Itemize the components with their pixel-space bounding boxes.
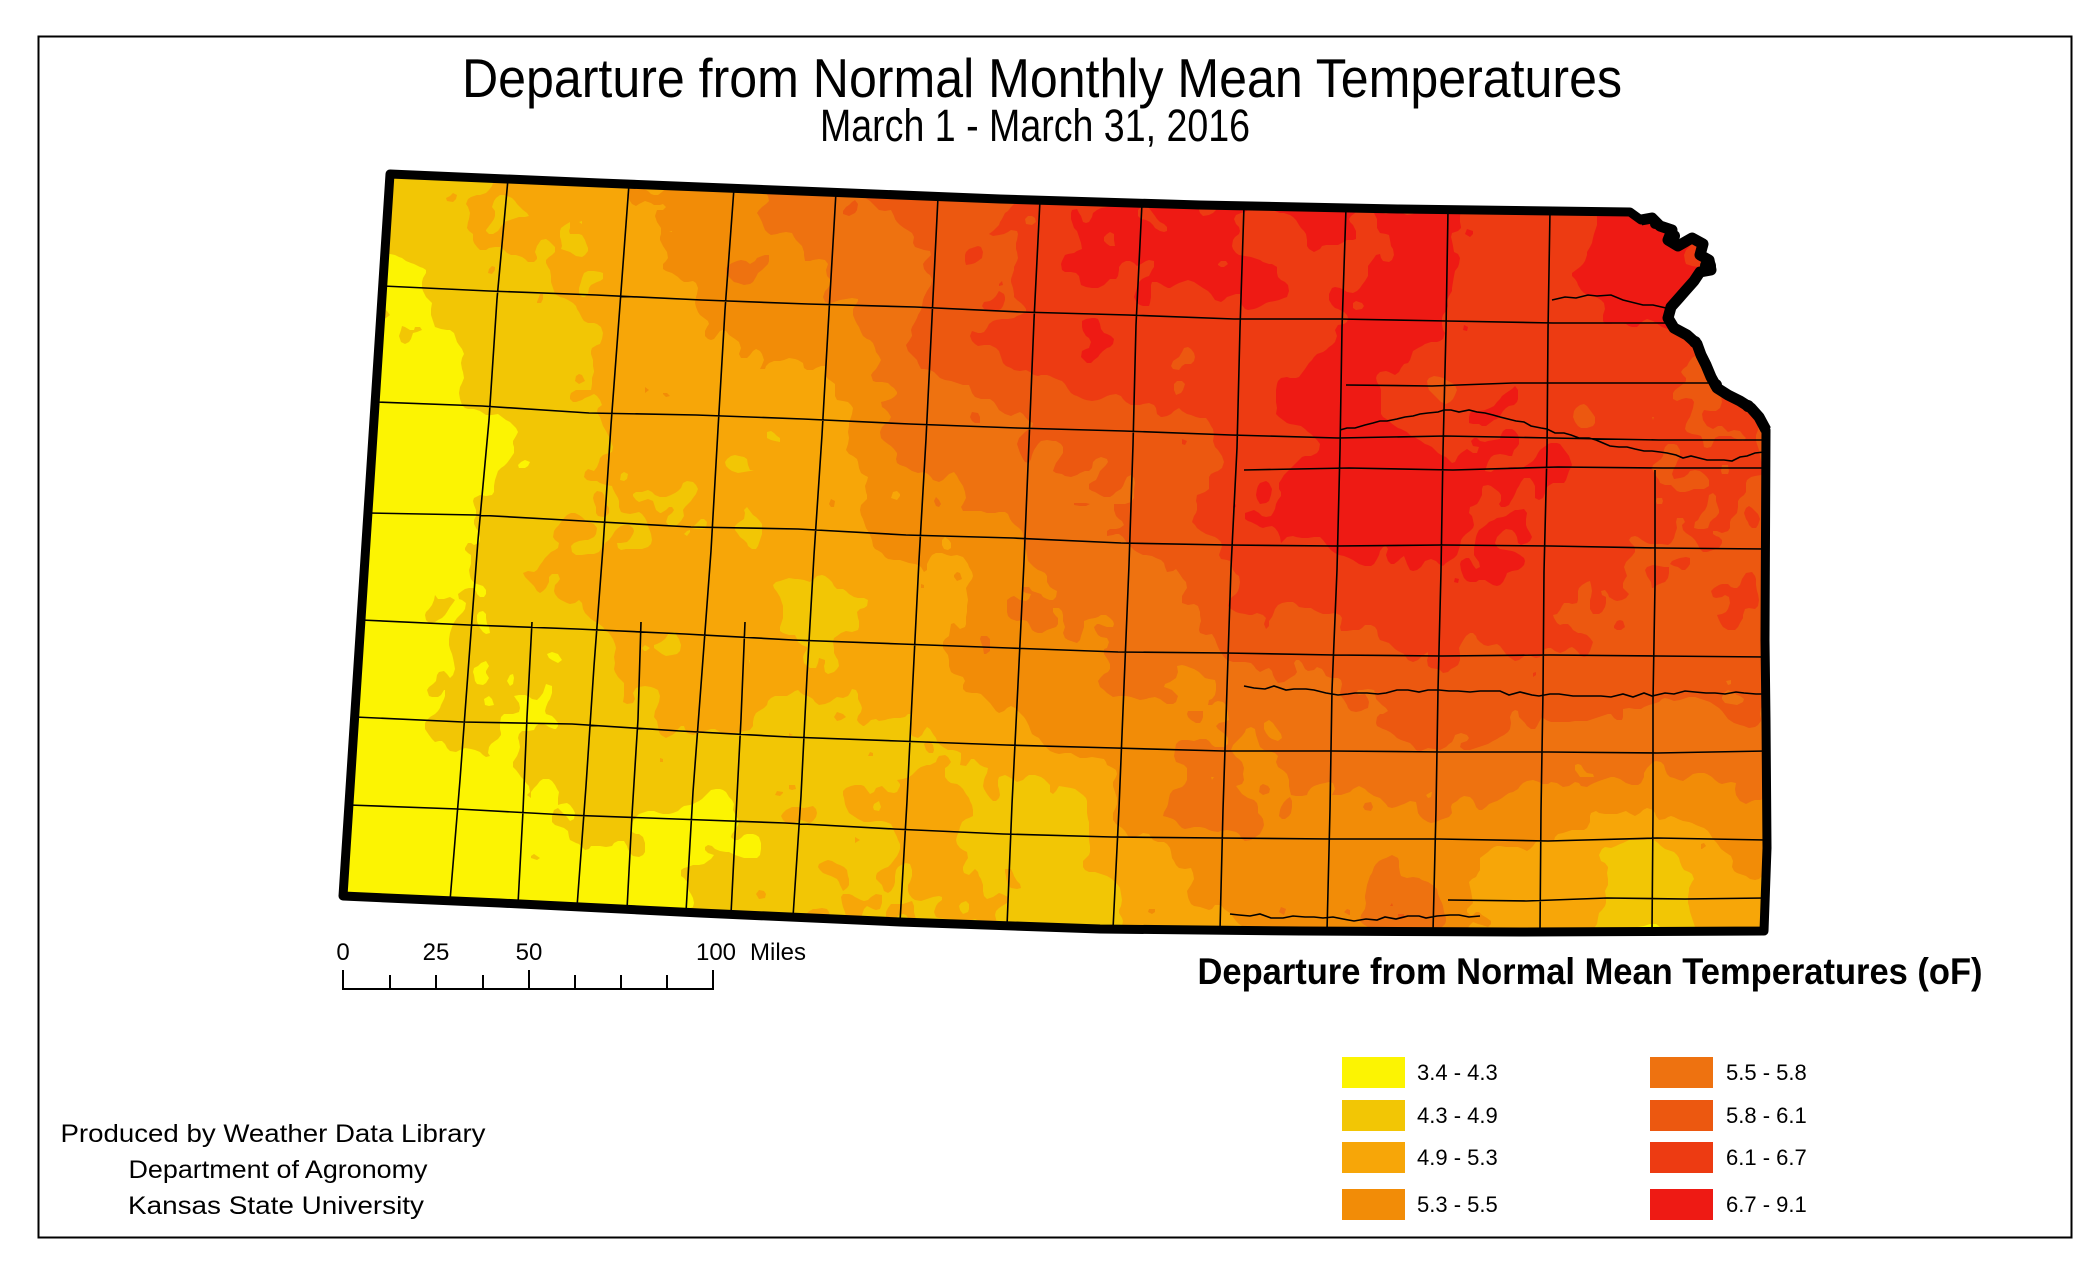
svg-text:Kansas State University: Kansas State University: [128, 1192, 425, 1220]
svg-text:25: 25: [423, 939, 450, 966]
svg-text:Department of Agronomy: Department of Agronomy: [129, 1156, 429, 1184]
svg-text:50: 50: [516, 939, 543, 966]
svg-text:4.9 - 5.3: 4.9 - 5.3: [1417, 1145, 1498, 1170]
svg-text:5.3 - 5.5: 5.3 - 5.5: [1417, 1192, 1498, 1217]
svg-text:5.8 - 6.1: 5.8 - 6.1: [1726, 1103, 1807, 1128]
svg-text:Departure from Normal Monthly: Departure from Normal Monthly Mean Tempe…: [462, 47, 1622, 109]
svg-text:Produced by Weather Data Libra: Produced by Weather Data Library: [61, 1120, 487, 1148]
svg-text:6.7 - 9.1: 6.7 - 9.1: [1726, 1192, 1807, 1217]
svg-text:Departure from Normal Mean Tem: Departure from Normal Mean Temperatures …: [1198, 951, 1983, 992]
svg-text:5.5 - 5.8: 5.5 - 5.8: [1726, 1060, 1807, 1085]
svg-text:3.4 - 4.3: 3.4 - 4.3: [1417, 1060, 1498, 1085]
svg-text:0: 0: [336, 939, 349, 966]
svg-text:4.3 - 4.9: 4.3 - 4.9: [1417, 1103, 1498, 1128]
svg-text:Miles: Miles: [750, 939, 806, 966]
svg-text:100: 100: [696, 939, 736, 966]
svg-text:6.1 - 6.7: 6.1 - 6.7: [1726, 1145, 1807, 1170]
svg-text:March 1 - March 31, 2016: March 1 - March 31, 2016: [820, 100, 1250, 151]
